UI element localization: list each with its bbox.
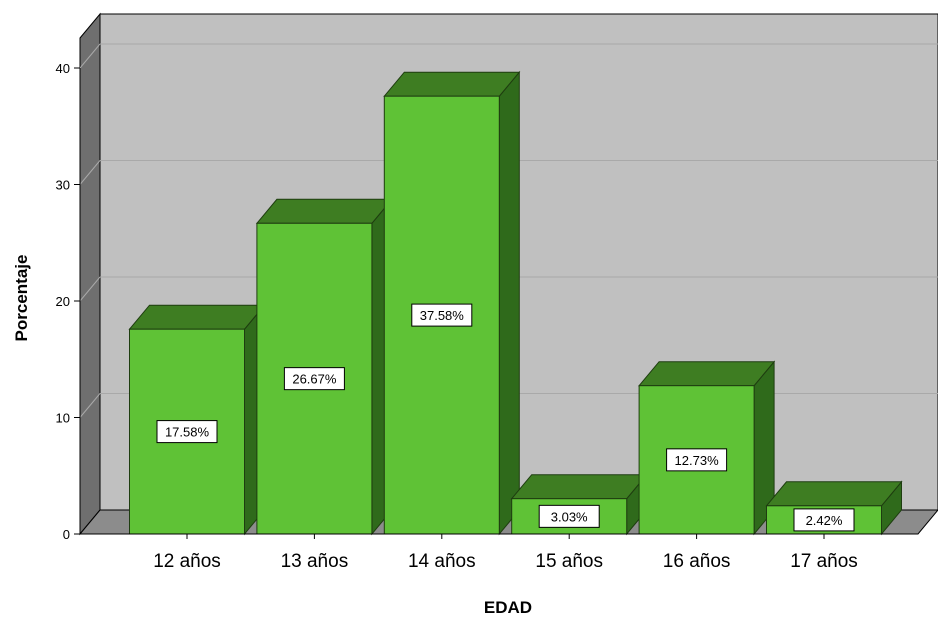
x-tick-label: 15 años bbox=[535, 551, 603, 572]
bar-group: 12.73% bbox=[638, 360, 776, 536]
plot-left-wall bbox=[79, 12, 101, 536]
x-tick-label: 12 años bbox=[153, 551, 221, 572]
bar-group: 26.67% bbox=[255, 197, 393, 536]
bar-top bbox=[510, 474, 648, 500]
data-label-box bbox=[411, 303, 473, 327]
bar-top bbox=[765, 481, 903, 507]
bars: 17.58% 26.67% 37.58% 3.03% 12.73% 2.42% bbox=[128, 70, 903, 536]
data-label-box bbox=[666, 448, 728, 472]
grid-line bbox=[79, 43, 101, 69]
x-tick-label: 16 años bbox=[663, 551, 731, 572]
bar-top bbox=[638, 361, 776, 387]
bar bbox=[511, 498, 628, 535]
grid-line bbox=[79, 393, 101, 418]
y-axis: 0 10 20 30 40 bbox=[56, 61, 81, 542]
bar-group: 37.58% bbox=[383, 70, 521, 536]
bar-group: 2.42% bbox=[765, 480, 903, 536]
bar-top bbox=[255, 198, 393, 224]
data-label: 26.67% bbox=[292, 372, 337, 387]
bar-group: 3.03% bbox=[510, 473, 648, 536]
x-axis-title: EDAD bbox=[484, 598, 532, 617]
data-label: 2.42% bbox=[806, 513, 843, 528]
y-tick-label: 20 bbox=[56, 294, 70, 309]
x-axis: 12 años 13 años 14 años 15 años 16 años 17 añ… bbox=[80, 533, 918, 572]
data-label-box bbox=[538, 504, 600, 528]
bar-side bbox=[498, 70, 520, 536]
y-tick-label: 30 bbox=[56, 178, 70, 193]
x-tick-label: 14 años bbox=[408, 551, 476, 572]
y-axis-title: Porcentaje bbox=[12, 255, 31, 342]
data-label: 37.58% bbox=[420, 308, 465, 323]
data-label-box bbox=[283, 367, 345, 391]
data-label: 3.03% bbox=[551, 509, 588, 524]
bar-top bbox=[383, 71, 521, 97]
y-tick-label: 0 bbox=[63, 527, 70, 542]
bar-top bbox=[128, 304, 266, 330]
data-label: 12.73% bbox=[675, 453, 720, 468]
data-label-box bbox=[793, 508, 855, 532]
y-tick-label: 40 bbox=[56, 61, 70, 76]
grid-line bbox=[79, 160, 101, 185]
bar-group: 17.58% bbox=[128, 303, 266, 536]
data-label-box bbox=[156, 420, 218, 444]
grid-line bbox=[79, 276, 101, 302]
x-tick-label: 17 años bbox=[790, 551, 858, 572]
x-tick-label: 13 años bbox=[281, 551, 349, 572]
y-tick-label: 10 bbox=[56, 411, 70, 426]
data-label: 17.58% bbox=[165, 425, 210, 440]
